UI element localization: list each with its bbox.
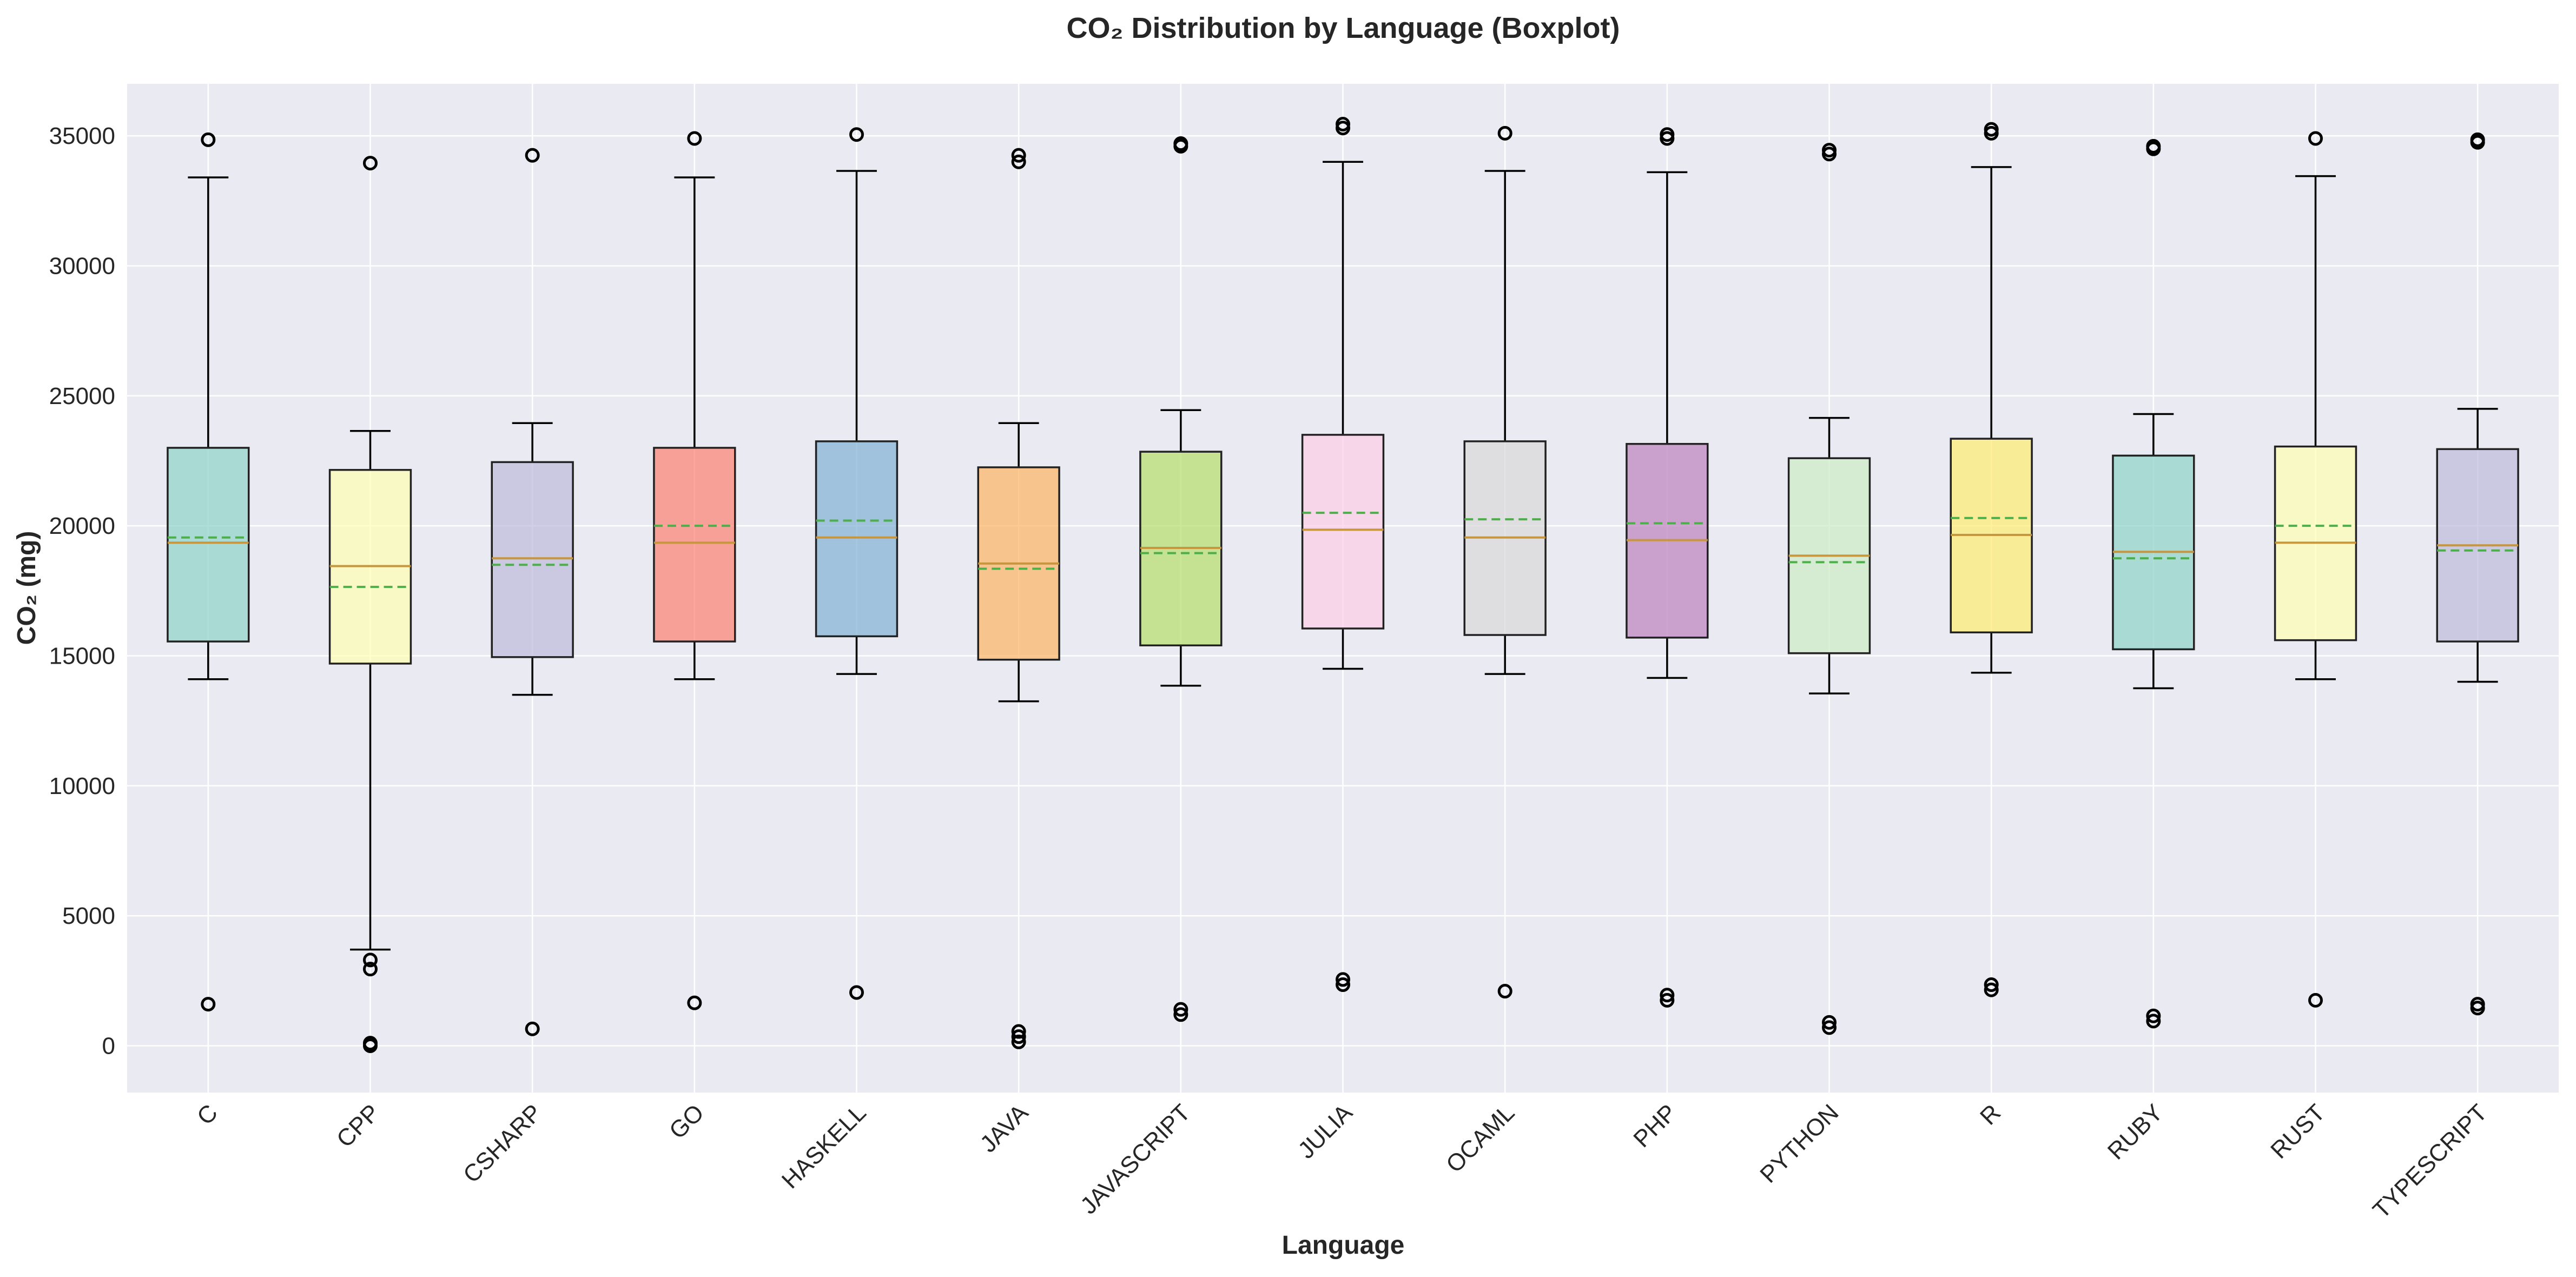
box-group (977, 148, 1060, 1049)
x-tick-label: RUST (2265, 1099, 2330, 1163)
outlier-point (687, 131, 702, 146)
box-group (2436, 132, 2519, 1016)
x-tick-label: GO (664, 1099, 709, 1144)
box (491, 461, 574, 658)
y-tick-label: 25000 (49, 383, 115, 409)
outlier-point (2146, 1008, 2161, 1023)
x-tick-label: PHP (1628, 1099, 1682, 1153)
outlier-point (1011, 148, 1026, 163)
box (815, 440, 899, 638)
x-tick-label: OCAML (1441, 1099, 1520, 1177)
outlier-point (1984, 125, 1999, 141)
box-group (491, 148, 574, 1036)
outlier-point (2146, 141, 2161, 156)
outlier-point (1984, 977, 1999, 993)
outlier-point (2308, 993, 2323, 1008)
y-axis-ticks: 0 5000 10000 15000 20000 25000 30000 35000 (49, 123, 115, 1059)
box-group (2274, 131, 2357, 1008)
outlier-point (1822, 147, 1837, 162)
box-group (653, 131, 736, 1010)
box (1301, 434, 1385, 630)
outlier-point (363, 962, 378, 977)
x-tick-label: JAVA (975, 1099, 1033, 1157)
outlier-point (849, 985, 864, 1000)
outlier-point (2146, 1014, 2161, 1029)
y-tick-label: 30000 (49, 253, 115, 279)
x-axis-label: Language (1282, 1231, 1405, 1260)
outlier-point (525, 148, 540, 163)
box-group (1787, 143, 1871, 1035)
box-group (1626, 127, 1709, 1008)
outlier-point (201, 132, 216, 147)
outlier-point (363, 156, 378, 171)
chart-title: CO₂ Distribution by Language (Boxplot) (1067, 12, 1620, 44)
outlier-point (2470, 1001, 2485, 1016)
x-axis-ticks: C CPP CSHARP GO HASKELL JAVA JAVASCRIPT JULIA OC… (192, 1099, 2492, 1223)
x-tick-label: R (1975, 1099, 2006, 1130)
outlier-point (525, 1021, 540, 1036)
y-tick-label: 5000 (62, 903, 115, 929)
outlier-point (1984, 982, 1999, 997)
outlier-point (1336, 972, 1350, 987)
outlier-point (1497, 125, 1512, 141)
box-group (328, 156, 412, 1053)
outlier-point (1011, 1029, 1026, 1044)
outlier-point (1173, 1007, 1188, 1022)
box-group (1463, 125, 1547, 999)
outlier-point (1497, 984, 1512, 999)
outlier-point (1173, 1002, 1188, 1017)
outlier-point (1011, 154, 1026, 169)
box (167, 447, 250, 643)
outlier-point (1822, 1015, 1837, 1030)
outlier-point (687, 995, 702, 1010)
box-group (815, 127, 899, 1000)
outlier-point (1011, 1034, 1026, 1049)
y-tick-label: 35000 (49, 123, 115, 149)
outlier-point (363, 1038, 378, 1053)
outlier-point (201, 997, 216, 1012)
boxes-layer (167, 117, 2519, 1053)
x-tick-label: HASKELL (777, 1099, 871, 1194)
y-tick-label: 15000 (49, 643, 115, 669)
y-axis-label: CO₂ (mg) (12, 531, 41, 645)
y-tick-label: 20000 (49, 513, 115, 539)
y-tick-label: 10000 (49, 773, 115, 799)
x-tick-label: RUBY (2103, 1099, 2168, 1164)
outlier-point (1336, 121, 1350, 136)
outlier-point (1822, 1020, 1837, 1035)
outlier-point (1173, 138, 1188, 154)
y-tick-label: 0 (102, 1033, 115, 1059)
outlier-point (2470, 135, 2485, 150)
box-group (1139, 136, 1223, 1022)
box (653, 447, 736, 643)
outlier-point (1660, 131, 1675, 146)
x-tick-label: CPP (332, 1099, 385, 1153)
outlier-point (1011, 1024, 1026, 1039)
outlier-point (363, 952, 378, 968)
x-tick-label: JAVASCRIPT (1075, 1099, 1195, 1219)
x-tick-label: TYPESCRIPT (2368, 1099, 2492, 1223)
x-tick-label: PYTHON (1755, 1099, 1844, 1188)
outlier-point (1660, 988, 1675, 1003)
x-tick-label: C (192, 1099, 223, 1130)
outlier-point (849, 127, 864, 142)
box-group (2112, 138, 2195, 1029)
x-tick-label: CSHARP (458, 1099, 547, 1188)
x-tick-label: JULIA (1293, 1099, 1358, 1164)
outlier-point (2308, 131, 2323, 146)
box-group (167, 132, 250, 1012)
box-group (1301, 117, 1385, 993)
box-group (1950, 122, 2033, 997)
outlier-point (1336, 977, 1350, 993)
outlier-point (1660, 993, 1675, 1008)
